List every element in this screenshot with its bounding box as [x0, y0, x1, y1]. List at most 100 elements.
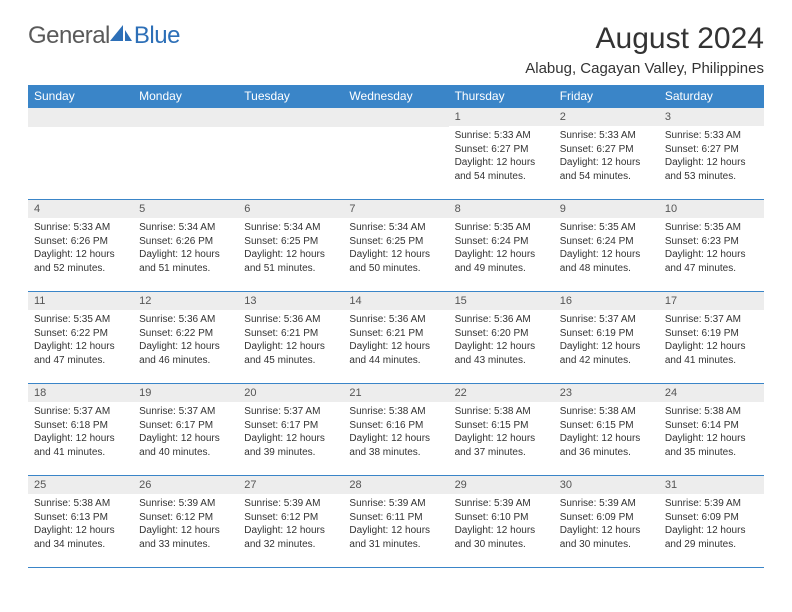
day-content: Sunrise: 5:36 AMSunset: 6:22 PMDaylight:… [133, 310, 238, 371]
day-content: Sunrise: 5:36 AMSunset: 6:21 PMDaylight:… [238, 310, 343, 371]
day-content: Sunrise: 5:39 AMSunset: 6:09 PMDaylight:… [659, 494, 764, 555]
day-content: Sunrise: 5:38 AMSunset: 6:15 PMDaylight:… [554, 402, 659, 463]
day-daylight2: and 30 minutes. [455, 538, 548, 552]
day-sunset: Sunset: 6:25 PM [349, 235, 442, 249]
logo: General Blue [28, 22, 180, 50]
calendar-day-cell: 6Sunrise: 5:34 AMSunset: 6:25 PMDaylight… [238, 200, 343, 292]
logo-text-general: General [28, 22, 110, 50]
calendar-day-cell: 19Sunrise: 5:37 AMSunset: 6:17 PMDayligh… [133, 384, 238, 476]
day-sunset: Sunset: 6:24 PM [560, 235, 653, 249]
day-sunrise: Sunrise: 5:35 AM [34, 313, 127, 327]
day-content: Sunrise: 5:33 AMSunset: 6:27 PMDaylight:… [554, 126, 659, 187]
day-sunset: Sunset: 6:27 PM [665, 143, 758, 157]
calendar-day-cell: 7Sunrise: 5:34 AMSunset: 6:25 PMDaylight… [343, 200, 448, 292]
calendar-week-row: 18Sunrise: 5:37 AMSunset: 6:18 PMDayligh… [28, 384, 764, 476]
day-daylight2: and 54 minutes. [560, 170, 653, 184]
col-header-tuesday: Tuesday [238, 85, 343, 108]
day-sunset: Sunset: 6:22 PM [139, 327, 232, 341]
day-content: Sunrise: 5:39 AMSunset: 6:10 PMDaylight:… [449, 494, 554, 555]
day-daylight1: Daylight: 12 hours [139, 248, 232, 262]
day-daylight2: and 36 minutes. [560, 446, 653, 460]
day-content: Sunrise: 5:36 AMSunset: 6:21 PMDaylight:… [343, 310, 448, 371]
day-content: Sunrise: 5:39 AMSunset: 6:12 PMDaylight:… [238, 494, 343, 555]
calendar-day-cell: 27Sunrise: 5:39 AMSunset: 6:12 PMDayligh… [238, 476, 343, 568]
day-sunset: Sunset: 6:18 PM [34, 419, 127, 433]
calendar-day-cell [133, 108, 238, 200]
day-content: Sunrise: 5:37 AMSunset: 6:17 PMDaylight:… [133, 402, 238, 463]
day-sunset: Sunset: 6:17 PM [244, 419, 337, 433]
day-number: 13 [238, 292, 343, 310]
day-content: Sunrise: 5:39 AMSunset: 6:12 PMDaylight:… [133, 494, 238, 555]
calendar-day-cell: 2Sunrise: 5:33 AMSunset: 6:27 PMDaylight… [554, 108, 659, 200]
day-daylight2: and 53 minutes. [665, 170, 758, 184]
calendar-header-row: Sunday Monday Tuesday Wednesday Thursday… [28, 85, 764, 108]
day-daylight1: Daylight: 12 hours [139, 524, 232, 538]
day-sunrise: Sunrise: 5:35 AM [560, 221, 653, 235]
day-sunrise: Sunrise: 5:34 AM [139, 221, 232, 235]
col-header-friday: Friday [554, 85, 659, 108]
day-sunset: Sunset: 6:20 PM [455, 327, 548, 341]
calendar-day-cell: 13Sunrise: 5:36 AMSunset: 6:21 PMDayligh… [238, 292, 343, 384]
day-number: 9 [554, 200, 659, 218]
day-daylight2: and 47 minutes. [34, 354, 127, 368]
day-number: 1 [449, 108, 554, 126]
day-sunrise: Sunrise: 5:39 AM [244, 497, 337, 511]
day-sunrise: Sunrise: 5:35 AM [455, 221, 548, 235]
day-sunset: Sunset: 6:15 PM [560, 419, 653, 433]
day-sunrise: Sunrise: 5:38 AM [560, 405, 653, 419]
calendar-day-cell: 3Sunrise: 5:33 AMSunset: 6:27 PMDaylight… [659, 108, 764, 200]
day-sunset: Sunset: 6:10 PM [455, 511, 548, 525]
day-daylight1: Daylight: 12 hours [665, 524, 758, 538]
day-content: Sunrise: 5:33 AMSunset: 6:26 PMDaylight:… [28, 218, 133, 279]
day-number: 4 [28, 200, 133, 218]
calendar-day-cell: 23Sunrise: 5:38 AMSunset: 6:15 PMDayligh… [554, 384, 659, 476]
day-daylight1: Daylight: 12 hours [244, 340, 337, 354]
day-daylight2: and 41 minutes. [34, 446, 127, 460]
calendar-day-cell: 1Sunrise: 5:33 AMSunset: 6:27 PMDaylight… [449, 108, 554, 200]
col-header-wednesday: Wednesday [343, 85, 448, 108]
day-number: 19 [133, 384, 238, 402]
empty-day [28, 108, 133, 127]
day-sunset: Sunset: 6:12 PM [139, 511, 232, 525]
day-number: 27 [238, 476, 343, 494]
day-sunrise: Sunrise: 5:34 AM [244, 221, 337, 235]
calendar-table: Sunday Monday Tuesday Wednesday Thursday… [28, 85, 764, 568]
day-daylight2: and 42 minutes. [560, 354, 653, 368]
col-header-sunday: Sunday [28, 85, 133, 108]
calendar-day-cell: 28Sunrise: 5:39 AMSunset: 6:11 PMDayligh… [343, 476, 448, 568]
calendar-week-row: 1Sunrise: 5:33 AMSunset: 6:27 PMDaylight… [28, 108, 764, 200]
day-content: Sunrise: 5:34 AMSunset: 6:25 PMDaylight:… [343, 218, 448, 279]
day-daylight1: Daylight: 12 hours [139, 432, 232, 446]
day-daylight1: Daylight: 12 hours [560, 524, 653, 538]
day-content: Sunrise: 5:35 AMSunset: 6:24 PMDaylight:… [449, 218, 554, 279]
day-daylight1: Daylight: 12 hours [244, 524, 337, 538]
day-content: Sunrise: 5:38 AMSunset: 6:13 PMDaylight:… [28, 494, 133, 555]
col-header-saturday: Saturday [659, 85, 764, 108]
day-content: Sunrise: 5:35 AMSunset: 6:22 PMDaylight:… [28, 310, 133, 371]
day-daylight1: Daylight: 12 hours [455, 432, 548, 446]
day-daylight1: Daylight: 12 hours [560, 340, 653, 354]
calendar-day-cell: 9Sunrise: 5:35 AMSunset: 6:24 PMDaylight… [554, 200, 659, 292]
day-content: Sunrise: 5:37 AMSunset: 6:19 PMDaylight:… [554, 310, 659, 371]
day-number: 17 [659, 292, 764, 310]
day-sunset: Sunset: 6:19 PM [665, 327, 758, 341]
calendar-day-cell: 10Sunrise: 5:35 AMSunset: 6:23 PMDayligh… [659, 200, 764, 292]
day-daylight2: and 41 minutes. [665, 354, 758, 368]
calendar-day-cell [238, 108, 343, 200]
day-daylight1: Daylight: 12 hours [665, 432, 758, 446]
day-daylight2: and 51 minutes. [139, 262, 232, 276]
calendar-day-cell: 11Sunrise: 5:35 AMSunset: 6:22 PMDayligh… [28, 292, 133, 384]
calendar-day-cell: 21Sunrise: 5:38 AMSunset: 6:16 PMDayligh… [343, 384, 448, 476]
calendar-day-cell: 5Sunrise: 5:34 AMSunset: 6:26 PMDaylight… [133, 200, 238, 292]
calendar-day-cell: 17Sunrise: 5:37 AMSunset: 6:19 PMDayligh… [659, 292, 764, 384]
calendar-day-cell: 24Sunrise: 5:38 AMSunset: 6:14 PMDayligh… [659, 384, 764, 476]
day-daylight2: and 32 minutes. [244, 538, 337, 552]
calendar-day-cell: 22Sunrise: 5:38 AMSunset: 6:15 PMDayligh… [449, 384, 554, 476]
day-number: 6 [238, 200, 343, 218]
empty-day [133, 108, 238, 127]
day-sunset: Sunset: 6:12 PM [244, 511, 337, 525]
month-title: August 2024 [525, 22, 764, 56]
day-daylight2: and 51 minutes. [244, 262, 337, 276]
day-sunrise: Sunrise: 5:33 AM [665, 129, 758, 143]
day-content: Sunrise: 5:37 AMSunset: 6:18 PMDaylight:… [28, 402, 133, 463]
